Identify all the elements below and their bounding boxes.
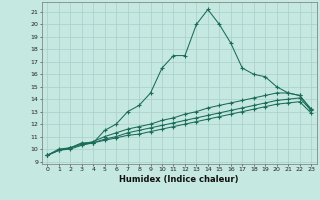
X-axis label: Humidex (Indice chaleur): Humidex (Indice chaleur): [119, 175, 239, 184]
